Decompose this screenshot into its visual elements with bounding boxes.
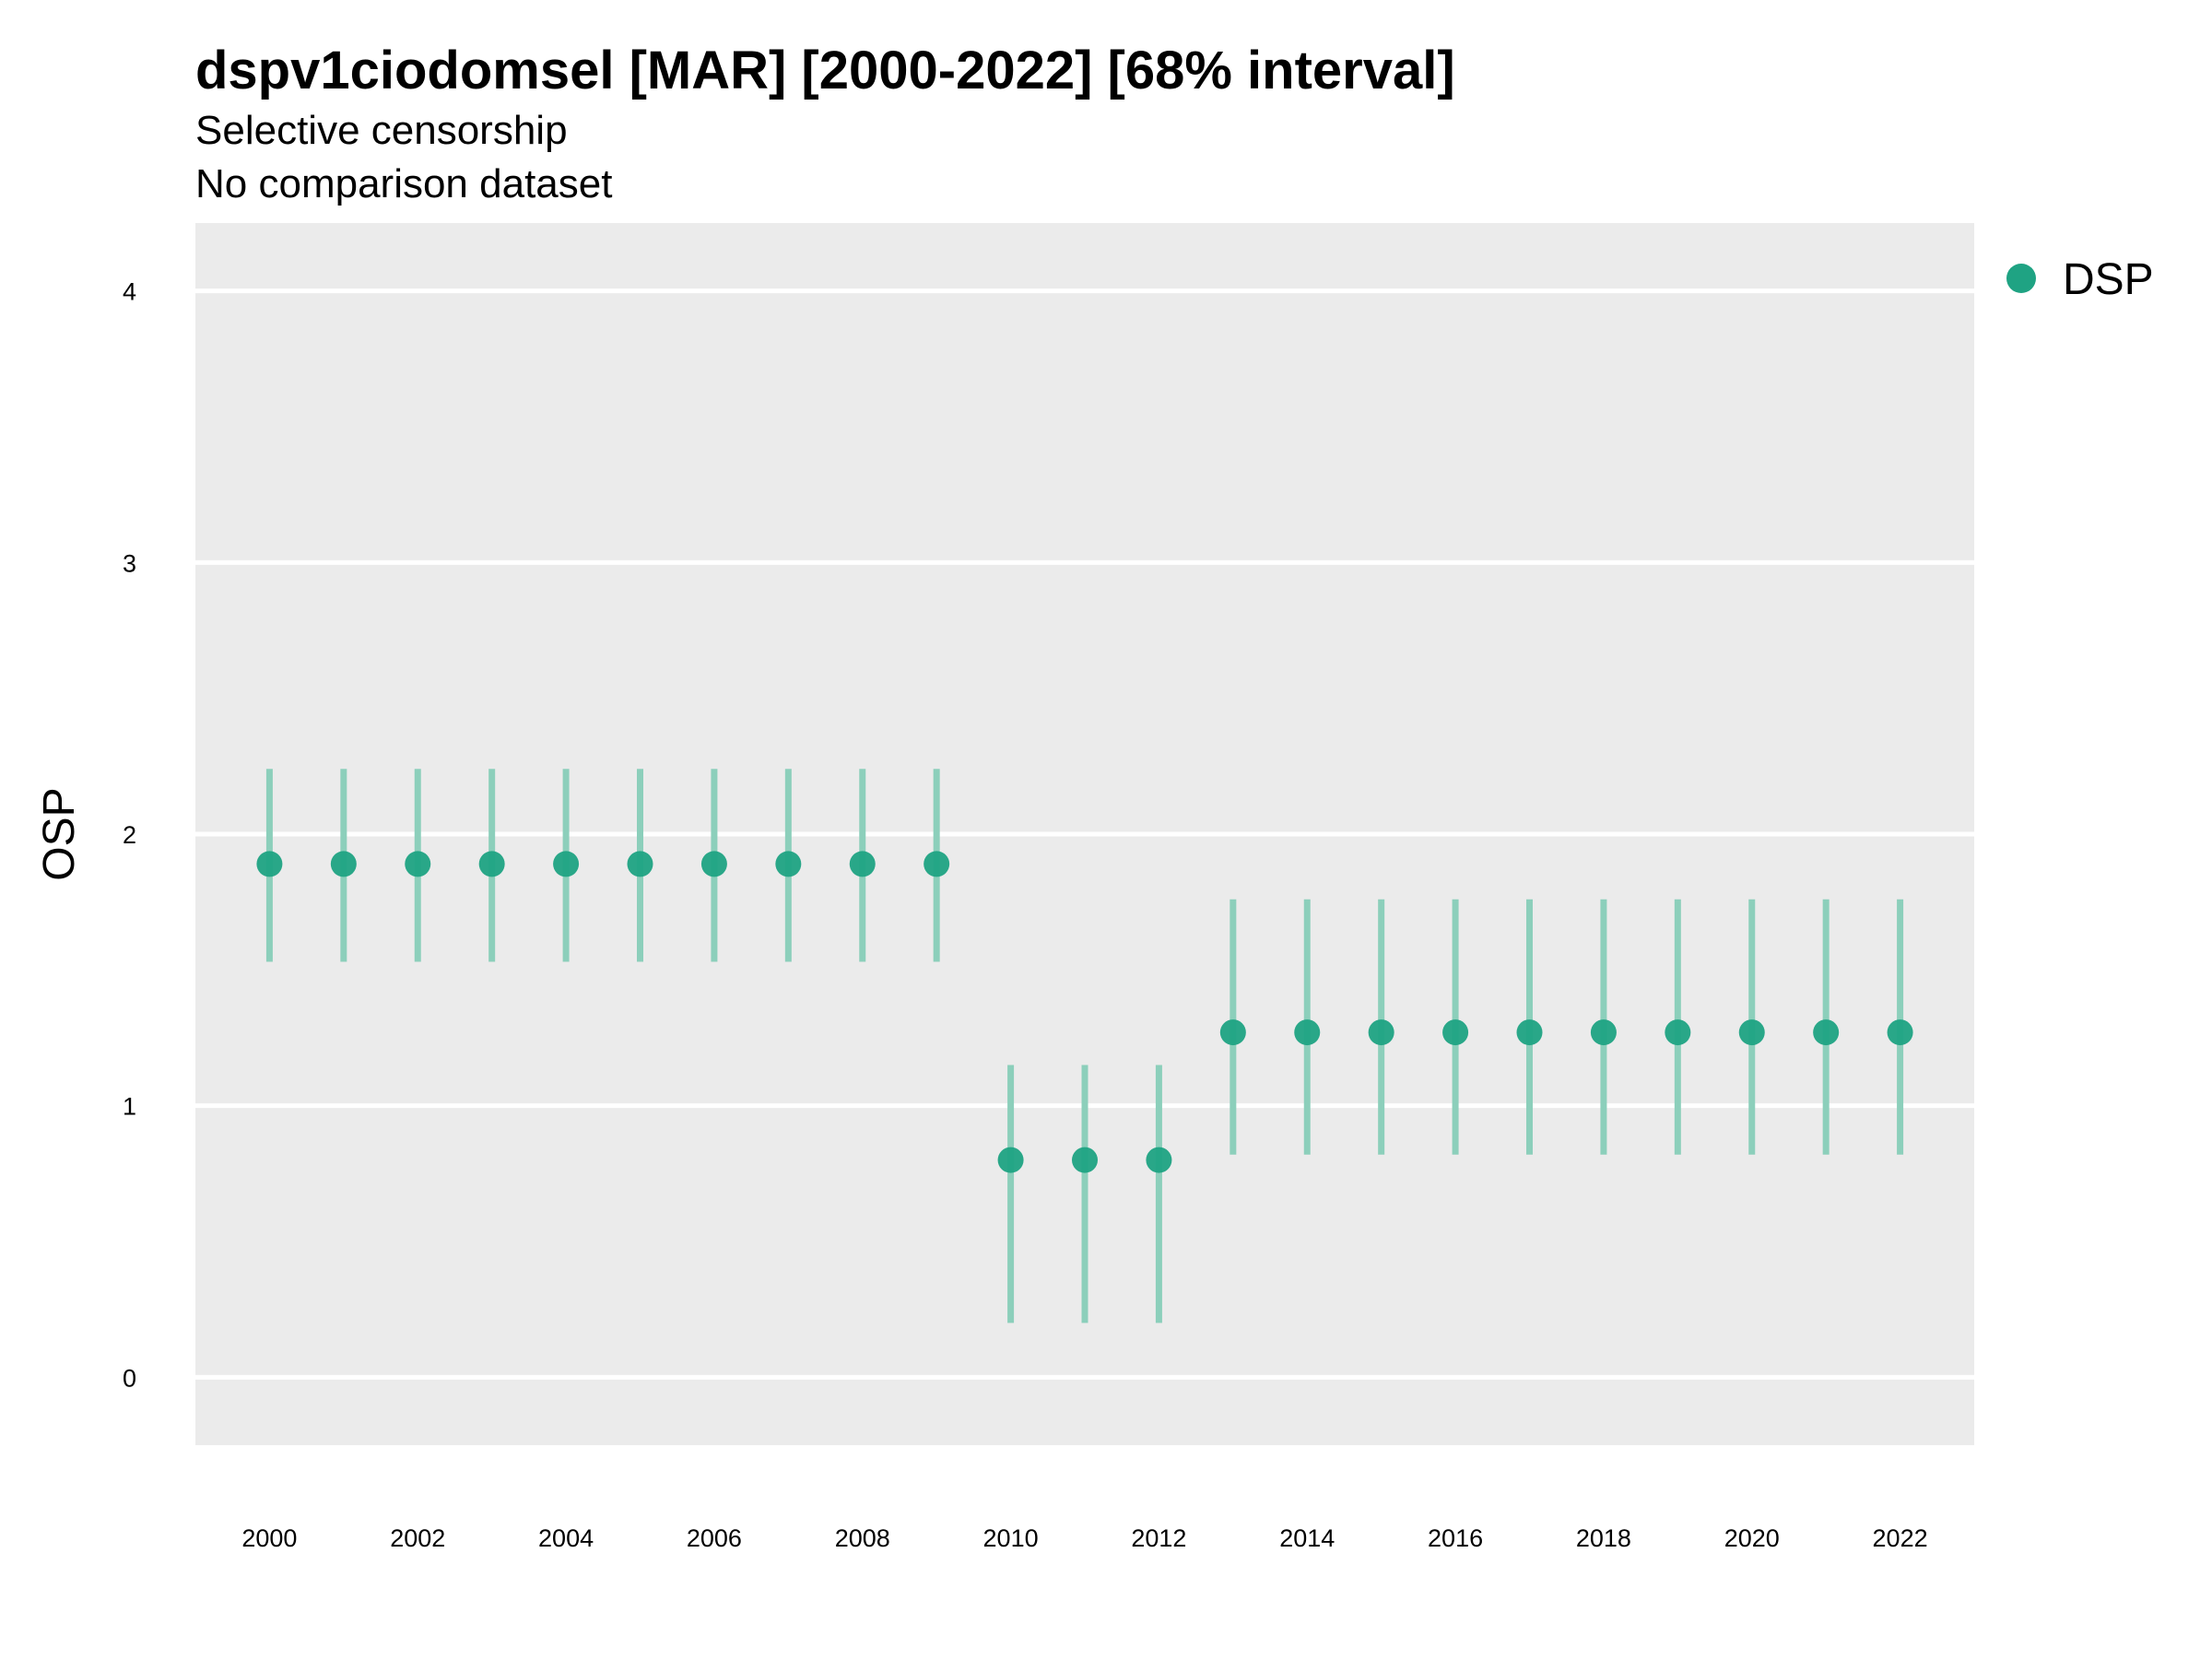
x-tick-label: 2002 xyxy=(390,1524,445,1552)
data-point xyxy=(849,851,876,877)
data-point xyxy=(1442,1019,1469,1046)
legend-label: DSP xyxy=(2063,255,2154,304)
data-point xyxy=(1665,1019,1691,1046)
y-tick-label: 3 xyxy=(123,549,136,577)
y-axis-label: OSP xyxy=(35,787,84,880)
data-points xyxy=(256,851,1913,1173)
data-point xyxy=(1516,1019,1543,1046)
data-point xyxy=(1072,1147,1098,1173)
data-point xyxy=(1146,1147,1172,1173)
data-point xyxy=(330,851,357,877)
x-tick-label: 2016 xyxy=(1428,1524,1483,1552)
chart-subtitle-2: No comparison dataset xyxy=(195,161,612,206)
data-point xyxy=(405,851,431,877)
x-tick-label: 2014 xyxy=(1279,1524,1335,1552)
x-tick-label: 2018 xyxy=(1576,1524,1631,1552)
x-tick-label: 2004 xyxy=(538,1524,594,1552)
data-point xyxy=(478,851,505,877)
data-point xyxy=(997,1147,1024,1173)
data-point xyxy=(1219,1019,1246,1046)
data-point xyxy=(1813,1019,1840,1046)
x-axis-ticks: 2000 2002 2004 2006 2008 2010 2012 2014 2016 2018… xyxy=(241,1524,1927,1552)
x-tick-label: 2000 xyxy=(241,1524,297,1552)
x-tick-label: 2008 xyxy=(835,1524,890,1552)
data-point xyxy=(924,851,950,877)
data-point xyxy=(1590,1019,1617,1046)
chart-subtitle: Selective censorship xyxy=(195,108,568,153)
data-point xyxy=(1368,1019,1394,1046)
data-point xyxy=(256,851,283,877)
data-point xyxy=(700,851,727,877)
data-point xyxy=(627,851,653,877)
data-point xyxy=(1294,1019,1321,1046)
data-point xyxy=(1738,1019,1765,1046)
data-point xyxy=(775,851,802,877)
legend: DSP xyxy=(2006,255,2154,304)
y-tick-label: 4 xyxy=(123,278,136,306)
x-tick-label: 2020 xyxy=(1724,1524,1780,1552)
x-tick-label: 2006 xyxy=(687,1524,742,1552)
x-tick-label: 2022 xyxy=(1873,1524,1928,1552)
y-tick-label: 1 xyxy=(123,1093,136,1121)
data-point xyxy=(1887,1019,1913,1046)
y-axis-ticks: 0 1 2 3 4 xyxy=(123,278,136,1393)
data-point xyxy=(553,851,580,877)
chart-title: dspv1ciodomsel [MAR] [2000-2022] [68% in… xyxy=(195,41,1455,100)
x-tick-label: 2012 xyxy=(1131,1524,1186,1552)
y-tick-label: 0 xyxy=(123,1364,136,1392)
y-tick-label: 2 xyxy=(123,821,136,849)
legend-marker xyxy=(2006,264,2036,293)
x-tick-label: 2010 xyxy=(983,1524,1039,1552)
